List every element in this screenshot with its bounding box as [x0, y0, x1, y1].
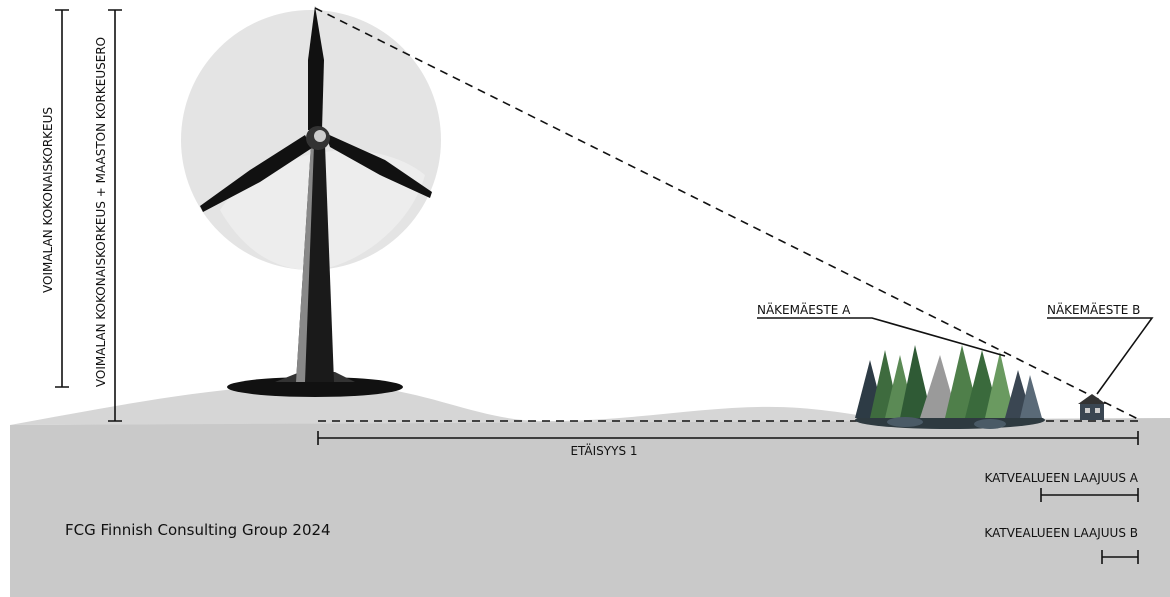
ground [10, 418, 1170, 597]
label-total-height: VOIMALAN KOKONAISKORKEUS [41, 107, 55, 293]
hub-inner [314, 130, 326, 142]
blade [200, 135, 312, 212]
label-shadow-b: KATVEALUEEN LAAJUUS B [984, 526, 1138, 540]
label-shadow-a: KATVEALUEEN LAAJUUS A [984, 471, 1138, 485]
house [1078, 394, 1106, 420]
label-obstacle-b: NÄKEMÄESTE B [1047, 302, 1140, 317]
turbine-base [227, 377, 403, 397]
label-obstacle-a: NÄKEMÄESTE A [757, 302, 851, 317]
label-distance: ETÄISYYS 1 [570, 443, 637, 458]
blade [308, 6, 324, 130]
leader-b [1047, 317, 1154, 395]
forest [855, 345, 1045, 429]
hill [10, 383, 900, 425]
dim-distance [317, 431, 1139, 445]
leader-a [757, 317, 1006, 357]
dim-shadow-b [1101, 550, 1139, 564]
tower-light [296, 145, 314, 382]
blade [325, 133, 432, 198]
dim-shadow-a [1040, 488, 1139, 502]
sight-line [314, 7, 1141, 421]
credit: FCG Finnish Consulting Group 2024 [65, 521, 331, 539]
label-total-height-terrain: VOIMALAN KOKONAISKORKEUS + MAASTON KORKE… [94, 37, 108, 387]
dim-total-terrain [108, 9, 122, 422]
dim-total [55, 9, 69, 388]
